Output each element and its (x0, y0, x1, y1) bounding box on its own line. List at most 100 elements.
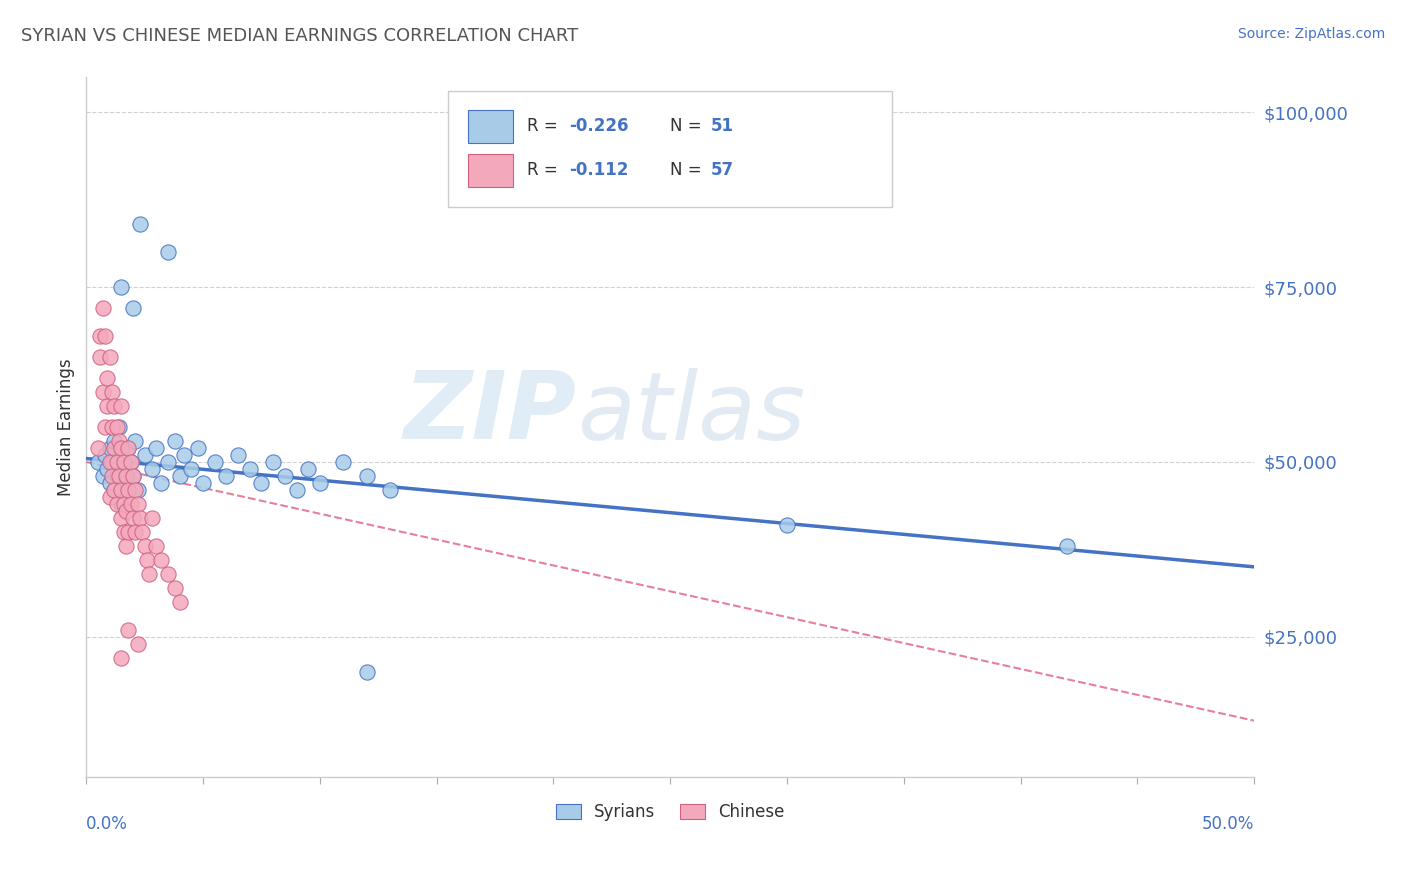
Text: 0.0%: 0.0% (86, 815, 128, 833)
Point (309, 475, 332, 490)
Point (103, 441, 125, 455)
Point (112, 455, 135, 469)
Point (165, 434, 187, 448)
Point (127, 497, 149, 511)
Point (250, 475, 273, 490)
Point (356, 665, 378, 679)
Point (110, 497, 132, 511)
Point (165, 581, 187, 595)
Point (120, 497, 142, 511)
Text: ZIP: ZIP (404, 367, 576, 459)
Point (274, 469, 297, 483)
Point (101, 455, 124, 469)
Point (98, 350, 121, 364)
Point (169, 595, 191, 609)
Point (87, 441, 110, 455)
Point (94, 420, 117, 434)
Point (239, 462, 262, 476)
Point (117, 483, 139, 497)
Point (120, 455, 142, 469)
Point (191, 475, 214, 490)
Point (115, 475, 138, 490)
Point (110, 483, 132, 497)
Point (98, 490, 121, 504)
Text: -0.226: -0.226 (568, 118, 628, 136)
Point (105, 469, 128, 483)
Point (134, 539, 156, 553)
Point (378, 483, 401, 497)
Point (91, 301, 114, 315)
Point (169, 469, 191, 483)
Point (129, 217, 152, 231)
Point (122, 301, 145, 315)
Point (131, 524, 153, 539)
Point (110, 650, 132, 665)
Point (285, 483, 308, 497)
Point (138, 566, 160, 581)
Point (110, 448, 132, 462)
Point (112, 497, 135, 511)
Point (94, 448, 117, 462)
Point (103, 399, 125, 413)
Point (115, 504, 138, 518)
Point (112, 462, 135, 476)
Point (173, 448, 195, 462)
Point (117, 441, 139, 455)
Point (103, 483, 125, 497)
Point (150, 475, 173, 490)
FancyBboxPatch shape (468, 153, 513, 187)
Point (187, 441, 209, 455)
Text: N =: N = (671, 118, 707, 136)
Point (145, 441, 167, 455)
Text: R =: R = (527, 118, 562, 136)
Point (110, 511, 132, 525)
Point (356, 469, 378, 483)
Text: -0.112: -0.112 (568, 161, 628, 179)
Point (122, 511, 145, 525)
Point (124, 524, 146, 539)
Point (129, 511, 152, 525)
Point (157, 455, 180, 469)
Point (103, 483, 125, 497)
Point (157, 566, 180, 581)
Point (96, 399, 118, 413)
Point (297, 462, 319, 476)
Point (105, 420, 128, 434)
Point (115, 469, 138, 483)
Point (89, 329, 111, 343)
FancyBboxPatch shape (449, 91, 893, 207)
Point (103, 434, 125, 448)
Point (98, 441, 121, 455)
Y-axis label: Median Earnings: Median Earnings (58, 359, 75, 496)
FancyBboxPatch shape (468, 110, 513, 143)
Text: atlas: atlas (576, 368, 806, 458)
Point (96, 371, 118, 385)
Point (204, 455, 226, 469)
Point (105, 497, 128, 511)
Point (87, 455, 110, 469)
Point (127, 483, 149, 497)
Point (150, 553, 173, 567)
Point (127, 637, 149, 651)
Point (134, 448, 156, 462)
Point (215, 469, 238, 483)
Point (108, 420, 131, 434)
Text: SYRIAN VS CHINESE MEDIAN EARNINGS CORRELATION CHART: SYRIAN VS CHINESE MEDIAN EARNINGS CORREL… (21, 27, 578, 45)
Point (124, 483, 146, 497)
Point (120, 455, 142, 469)
Point (101, 469, 124, 483)
Point (332, 455, 354, 469)
Point (105, 455, 128, 469)
Point (101, 420, 124, 434)
Point (262, 455, 284, 469)
Point (91, 385, 114, 400)
Point (91, 469, 114, 483)
Text: Source: ZipAtlas.com: Source: ZipAtlas.com (1237, 27, 1385, 41)
Point (117, 524, 139, 539)
Point (110, 399, 132, 413)
Legend: Syrians, Chinese: Syrians, Chinese (548, 797, 792, 828)
Point (112, 524, 135, 539)
Point (122, 469, 145, 483)
Point (101, 385, 124, 400)
Point (180, 462, 202, 476)
